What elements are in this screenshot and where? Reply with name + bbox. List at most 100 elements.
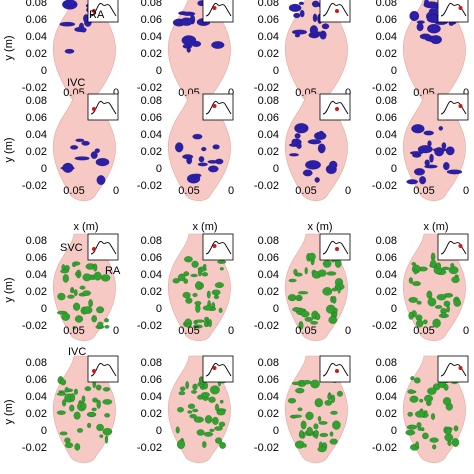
vortex-structure xyxy=(300,420,307,430)
y-tick-label: 0.06 xyxy=(141,14,162,26)
y-tick-label: 0.02 xyxy=(376,286,397,298)
vortex-structure xyxy=(56,392,67,396)
y-tick-label: 0 xyxy=(156,303,162,315)
y-tick-label: 0.02 xyxy=(376,146,397,158)
vortex-structure xyxy=(436,293,447,301)
y-tick-label: 0.08 xyxy=(26,0,47,9)
x-tick-label: 0 xyxy=(228,185,234,197)
vortex-structure xyxy=(96,423,105,432)
inset-box xyxy=(87,0,119,23)
vortex-structure xyxy=(448,266,459,275)
vortex-structure xyxy=(318,420,328,425)
vortex-structure xyxy=(201,272,209,277)
inset-marker xyxy=(458,366,463,370)
atrium-shape xyxy=(52,93,116,202)
vortex-structure xyxy=(74,315,84,323)
x-axis-label-col-4: x (m) xyxy=(423,221,448,233)
vortex-structure xyxy=(308,252,316,261)
x-tick-label: 0 xyxy=(113,185,119,197)
y-tick-label: 0.04 xyxy=(258,391,279,403)
y-tick-label: 0 xyxy=(156,163,162,175)
vortex-structure xyxy=(76,427,84,433)
y-tick-label: -0.02 xyxy=(372,320,397,332)
vortex-structure xyxy=(60,269,70,274)
vortex-structure xyxy=(61,312,71,321)
panel-r2-c2: 0.08 0.06 0.04 0.02 0 -0.02 0.05 0 xyxy=(137,93,234,202)
y-tick-label: 0 xyxy=(41,163,47,175)
vortex-structure xyxy=(197,162,208,167)
y-tick-label: 0.06 xyxy=(258,112,279,124)
vortex-structure xyxy=(326,271,337,276)
y-tick-label: -0.02 xyxy=(22,320,47,332)
vortex-structure xyxy=(298,1,305,6)
vortex-structure xyxy=(287,294,297,302)
inset-waveform xyxy=(322,100,349,115)
panel-r3-c1: 0.08 0.06 0.04 0.02 0 -0.02 0.05 0 xyxy=(22,233,119,342)
vortex-structure xyxy=(415,410,426,418)
vortex-structure xyxy=(421,432,429,440)
vortex-structure xyxy=(219,441,227,449)
vortex-structure xyxy=(304,316,314,322)
vortex-structure xyxy=(328,316,338,325)
y-tick-label: -0.02 xyxy=(372,82,397,94)
vortex-structure xyxy=(191,173,202,178)
vortex-structure xyxy=(329,431,334,437)
annotation-ivc-row-3: IVC xyxy=(68,346,86,358)
panel-r3-c3: 0.08 0.06 0.04 0.02 0 -0.02 0.05 0 xyxy=(254,233,351,342)
vortex-structure xyxy=(423,394,434,403)
y-tick-label: 0.02 xyxy=(26,146,47,158)
inset-waveform xyxy=(322,362,349,377)
vortex-structure xyxy=(300,310,310,318)
vortex-structure xyxy=(94,148,101,154)
y-tick-label: 0.06 xyxy=(26,374,47,386)
vortex-structure xyxy=(62,162,74,173)
inset-box xyxy=(437,355,469,383)
vortex-structure xyxy=(305,411,314,421)
vortex-structure xyxy=(192,408,199,413)
vortex-structure xyxy=(305,160,322,170)
vortex-structure xyxy=(409,10,420,22)
vortex-structure xyxy=(408,296,419,303)
vortex-structure xyxy=(91,407,97,412)
vortex-structure xyxy=(312,13,318,23)
vortex-structure xyxy=(172,278,180,284)
vortex-structure xyxy=(218,421,226,428)
vortex-structure xyxy=(432,444,437,450)
vortex-structure xyxy=(102,427,113,436)
inset-marker xyxy=(92,369,96,373)
y-axis-label-row-4: y (m) xyxy=(3,399,15,424)
vortex-structure xyxy=(208,318,212,328)
inset-waveform xyxy=(440,240,467,255)
vortex-structure xyxy=(298,320,304,330)
y-tick-label: 0.08 xyxy=(26,357,47,369)
vortex-structure xyxy=(203,431,214,437)
y-tick-label: 0.08 xyxy=(376,235,397,247)
vortex-structure xyxy=(438,126,444,131)
vortex-structure xyxy=(309,25,319,36)
y-tick-label: 0.02 xyxy=(141,286,162,298)
vortex-structure xyxy=(322,259,332,268)
vortex-structure xyxy=(291,381,301,386)
vortex-structure xyxy=(420,427,425,432)
vortex-structure xyxy=(317,143,326,154)
vortex-structure xyxy=(82,273,92,282)
y-tick-label: 0 xyxy=(391,303,397,315)
vortex-structure xyxy=(413,167,426,176)
vortex-structure xyxy=(206,290,211,299)
vortex-structure xyxy=(67,294,75,299)
vortex-structure xyxy=(443,383,449,391)
vortex-structure xyxy=(95,306,105,314)
vortex-structure xyxy=(445,428,452,435)
vortex-structure xyxy=(292,414,303,418)
vortex-structure xyxy=(204,415,213,424)
y-tick-label: 0.08 xyxy=(26,95,47,107)
vortex-structure xyxy=(183,271,190,277)
x-tick-label: 0.05 xyxy=(178,325,199,337)
y-tick-label: 0.06 xyxy=(376,252,397,264)
y-tick-label: 0.02 xyxy=(141,408,162,420)
vortex-structure xyxy=(289,153,300,157)
y-tick-label: 0.02 xyxy=(26,48,47,60)
inset-marker xyxy=(212,6,217,10)
vortex-structure xyxy=(445,146,455,156)
vortex-structure xyxy=(422,319,428,325)
